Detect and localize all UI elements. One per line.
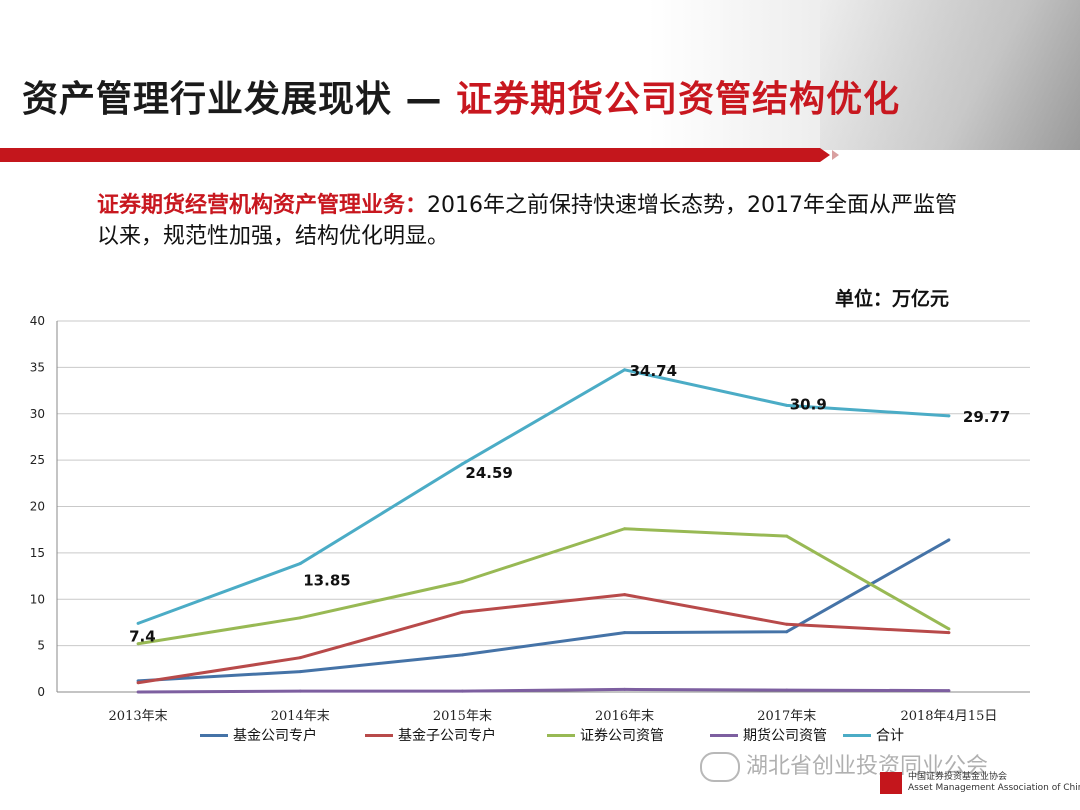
legend-label: 期货公司资管 [743, 728, 827, 744]
y-tick-label: 40 [30, 314, 45, 328]
wechat-icon [700, 752, 740, 782]
series-point [460, 580, 464, 584]
decorative-photo [820, 0, 1080, 150]
legend-swatch [547, 733, 575, 737]
series-point [947, 631, 951, 635]
y-tick-label: 15 [30, 546, 45, 560]
series-point [947, 689, 951, 693]
legend-item: 基金公司专户 [200, 725, 317, 745]
legend-label: 合计 [876, 728, 904, 744]
association-name-cn: 中国证券投资基金业协会 [908, 772, 1008, 782]
series-point [947, 538, 951, 542]
data-label: 34.74 [630, 362, 677, 380]
summary-text: 证券期货经营机构资产管理业务：2016年之前保持快速增长态势，2017年全面从严… [97, 190, 977, 252]
series-point [136, 690, 140, 694]
legend-swatch [843, 733, 871, 737]
series-point [298, 616, 302, 620]
y-tick-label: 25 [30, 453, 45, 467]
y-tick-label: 30 [30, 407, 45, 421]
series-point [136, 621, 140, 625]
series-point [947, 414, 951, 418]
series-point [460, 689, 464, 693]
data-label: 30.9 [790, 395, 827, 413]
page-title: 资产管理行业发展现状 — 证券期货公司资管结构优化 [22, 70, 900, 122]
line-chart: 0 5 10 15 20 25 30 35 40 2013年末 2014年末 2015年末 2016年末… [30, 314, 1030, 724]
series-line [137, 527, 950, 646]
data-label: 29.77 [963, 408, 1010, 426]
series-line [137, 538, 950, 683]
header-background [0, 0, 1080, 150]
x-tick-label: 2018年4月15日 [900, 709, 997, 724]
series-line [137, 368, 950, 625]
x-tick-label: 2015年末 [433, 709, 492, 724]
legend-label: 证券公司资管 [580, 728, 664, 744]
underline-arrow [820, 148, 830, 162]
series-point [460, 653, 464, 657]
x-tick-label: 2017年末 [757, 709, 816, 724]
title-part-1: 资产管理行业发展现状 — [22, 79, 443, 120]
legend-item: 证券公司资管 [547, 725, 664, 745]
y-tick-label: 10 [30, 592, 45, 606]
legend-item: 期货公司资管 [710, 725, 827, 745]
series-point [136, 681, 140, 685]
series-line [138, 687, 949, 694]
watermark-text: 湖北省创业投资同业公会 [746, 754, 989, 779]
y-tick-label: 0 [37, 685, 45, 699]
series-line [137, 593, 949, 685]
chart-legend: 基金公司专户 基金子公司专户 证券公司资管 期货公司资管 合计 [200, 725, 960, 745]
x-tick-label: 2016年末 [595, 709, 654, 724]
series-point [623, 368, 627, 372]
series-point [298, 670, 302, 674]
legend-label: 基金子公司专户 [398, 728, 496, 744]
y-tick-label: 5 [37, 639, 45, 653]
x-tick-label: 2013年末 [109, 709, 168, 724]
series-point [623, 593, 627, 597]
series-point [947, 627, 951, 631]
series-point [785, 688, 789, 692]
series-point [298, 689, 302, 693]
unit-label: 单位：万亿元 [835, 288, 950, 310]
legend-swatch [710, 733, 738, 737]
series-point [298, 562, 302, 566]
data-label: 7.4 [129, 627, 156, 645]
title-part-2: 证券期货公司资管结构优化 [456, 79, 901, 120]
series-point [136, 642, 140, 646]
legend-label: 基金公司专户 [233, 728, 317, 744]
data-label: 24.59 [465, 464, 512, 482]
underline-arrow-small [832, 150, 839, 160]
x-tick-label: 2014年末 [271, 709, 330, 724]
summary-body: 2016年之前保持快速增长态势，2017年全面从严监管以来，规范性加强，结构优化… [97, 193, 957, 249]
y-tick-label: 35 [30, 360, 45, 374]
association-mark: 中国证券投资基金业协会 Asset Management Association… [880, 772, 1080, 794]
legend-swatch [365, 733, 393, 737]
series-point [623, 687, 627, 691]
series-point [623, 527, 627, 531]
data-label: 13.85 [303, 572, 350, 590]
association-name-en: Asset Management Association of China [908, 783, 1080, 793]
series-point [623, 631, 627, 635]
series-point [460, 610, 464, 614]
series-point [785, 630, 789, 634]
summary-highlight: 证券期货经营机构资产管理业务： [97, 193, 428, 218]
association-logo-icon [880, 772, 902, 794]
watermark: 湖北省创业投资同业公会 [700, 748, 988, 782]
series-point [785, 534, 789, 538]
y-tick-label: 20 [30, 500, 45, 514]
series-point [785, 403, 789, 407]
series-point [298, 656, 302, 660]
legend-item: 基金子公司专户 [365, 725, 496, 745]
legend-swatch [200, 733, 228, 737]
series-point [460, 462, 464, 466]
legend-item: 合计 [843, 725, 904, 745]
series-point [785, 622, 789, 626]
title-underline-bar [0, 148, 820, 162]
